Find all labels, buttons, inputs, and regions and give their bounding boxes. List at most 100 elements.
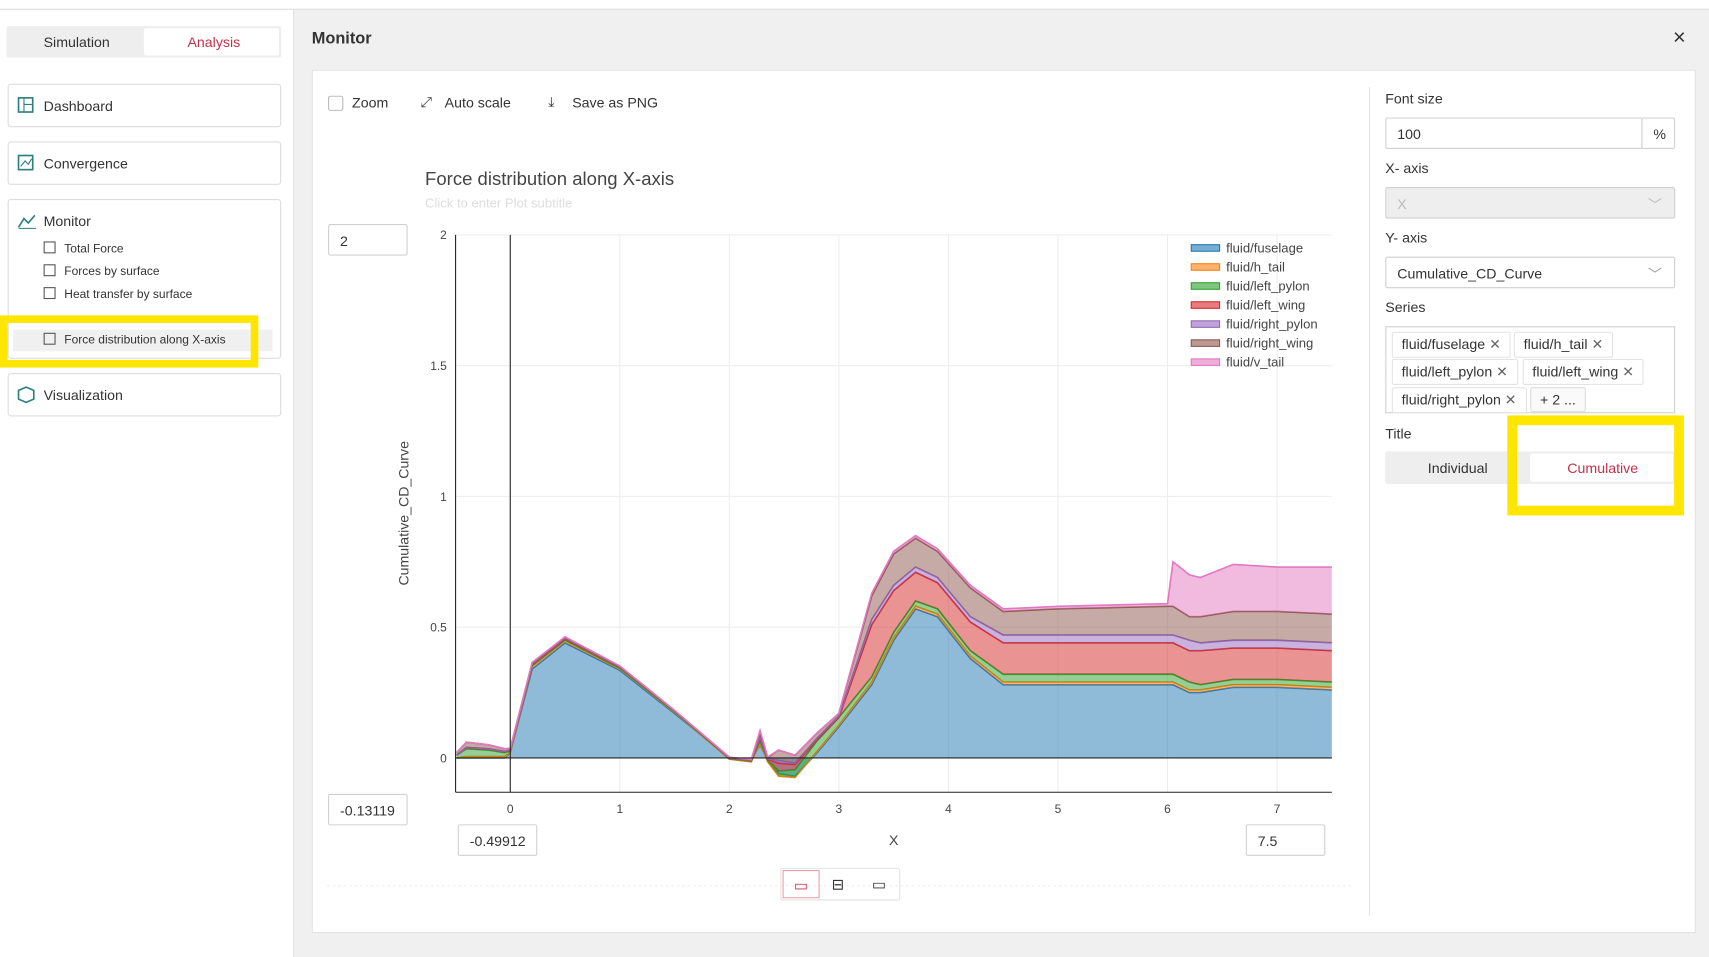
label: Title	[1385, 425, 1412, 442]
icon	[43, 264, 56, 277]
legend-label: fluid/fuselage	[1226, 240, 1303, 255]
series-tag-text: fluid/left_pylon	[1401, 363, 1493, 380]
remove-icon[interactable]: ✕	[1504, 391, 1517, 408]
nav-item[interactable]: Dashboard	[43, 97, 113, 115]
remove-icon[interactable]: ✕	[1591, 336, 1604, 353]
remove-icon[interactable]: ✕	[1489, 336, 1501, 353]
remove-icon[interactable]: ✕	[1622, 363, 1635, 380]
remove-icon[interactable]: ✕	[1496, 363, 1509, 380]
y-axis-select[interactable]: Cumulative_CD_Curve	[1385, 256, 1676, 289]
tab-active-bg	[143, 28, 280, 56]
series-tag[interactable]: fluid/left_wing ✕	[1522, 358, 1644, 385]
layout-button[interactable]: ⊟	[831, 875, 845, 893]
toggle-active	[1530, 453, 1673, 482]
area	[456, 572, 1332, 772]
nav-card[interactable]	[7, 141, 282, 185]
icon	[17, 154, 34, 171]
area	[456, 538, 1332, 764]
x-tick-label: 3	[836, 802, 843, 816]
sub-nav-item[interactable]: Total Force	[43, 241, 124, 256]
nav-card[interactable]	[7, 83, 282, 128]
sub-nav-text: Forces by surface	[64, 265, 160, 279]
sub-nav-text: Total Force	[64, 242, 124, 256]
series-tag[interactable]: fluid/fuselage ✕	[1391, 331, 1511, 358]
area	[456, 608, 1332, 777]
icon	[17, 214, 36, 229]
series-tag[interactable]: fluid/h_tail ✕	[1513, 331, 1614, 358]
label: X- axis	[1385, 159, 1429, 177]
legend-label: fluid/left_wing	[1226, 297, 1305, 312]
x-tick-label: 0	[507, 802, 514, 816]
y-tick-label: 0.5	[430, 621, 447, 635]
toolbar-item[interactable]: Auto scale	[444, 94, 511, 111]
sub-nav-item[interactable]: Heat transfer by surface	[43, 287, 193, 302]
legend-label: fluid/right_wing	[1226, 335, 1313, 350]
legend-swatch	[1190, 282, 1221, 290]
area	[456, 601, 1332, 778]
chevron: ﹀	[1647, 266, 1663, 283]
series-more[interactable]: + 2 ...	[1530, 387, 1586, 413]
label: Y- axis	[1385, 229, 1428, 246]
x-tick-label: 6	[1164, 802, 1171, 816]
label: Font size	[1385, 90, 1443, 107]
x-axis-select[interactable]: X	[1385, 187, 1676, 219]
series-select[interactable]	[1385, 326, 1676, 414]
series-tag-text: fluid/h_tail	[1523, 336, 1588, 353]
series-tag[interactable]: fluid/left_pylon ✕	[1391, 358, 1518, 385]
legend-label: fluid/v_tail	[1226, 355, 1284, 370]
sub-nav-text: Heat transfer by surface	[64, 288, 193, 302]
checkbox[interactable]	[328, 95, 344, 111]
sub-nav-item[interactable]: Force distribution along X-axis	[43, 332, 226, 347]
y-tick-label: 1	[440, 490, 447, 504]
legend-swatch	[1190, 339, 1221, 347]
divider	[1368, 87, 1371, 916]
series-tag[interactable]: fluid/right_pylon ✕	[1391, 387, 1527, 414]
x-tick-label: 2	[726, 802, 733, 816]
sub-nav-item[interactable]: Forces by surface	[43, 264, 160, 279]
series-tag-text: fluid/left_wing	[1532, 363, 1619, 380]
tab[interactable]: Simulation	[43, 33, 110, 51]
chart-title: Force distribution along X-axis	[425, 168, 674, 189]
toolbar-item[interactable]: Zoom	[352, 94, 389, 111]
sub-nav-text: Force distribution along X-axis	[64, 333, 226, 347]
label: Series	[1385, 299, 1426, 316]
series-tag-text: fluid/right_pylon	[1401, 391, 1501, 408]
nav-item[interactable]: Convergence	[43, 155, 128, 172]
rule	[326, 885, 1352, 887]
legend-label: fluid/h_tail	[1226, 259, 1285, 274]
toggle-option[interactable]: Individual	[1427, 460, 1488, 477]
highlight-box	[1507, 415, 1684, 516]
tab[interactable]: Analysis	[187, 33, 241, 51]
nav-card[interactable]	[7, 373, 282, 417]
icon: ⤓	[548, 93, 555, 110]
ymax-input[interactable]: 2	[328, 224, 408, 256]
chevron: ﹀	[1647, 196, 1663, 214]
ymin-input[interactable]: -0.13119	[328, 793, 408, 826]
legend-swatch	[1190, 263, 1221, 271]
legend-swatch	[1190, 320, 1221, 328]
layout-button[interactable]: ▭	[871, 875, 887, 893]
chart-subtitle[interactable]: Click to enter Plot subtitle	[425, 196, 572, 211]
toolbar-item[interactable]: Save as PNG	[572, 94, 659, 111]
xmax-input[interactable]: 7.5	[1245, 824, 1326, 856]
y-tick-label: 1.5	[430, 359, 447, 373]
y-axis-label: Cumulative_CD_Curve	[396, 441, 412, 586]
nav-selected-bg	[13, 329, 273, 352]
sidebar-border	[293, 8, 295, 957]
legend-label: fluid/left_pylon	[1226, 278, 1310, 293]
series-tag-text: fluid/fuselage	[1401, 336, 1486, 353]
highlight-box	[0, 315, 259, 368]
layout-button[interactable]: ▭	[782, 870, 820, 899]
nav-item[interactable]: Monitor	[43, 213, 91, 230]
nav-item[interactable]: Visualization	[43, 387, 123, 404]
font-size-input[interactable]: 100	[1385, 117, 1643, 149]
x-tick-label: 7	[1274, 802, 1281, 816]
y-tick-label: 0	[440, 751, 447, 765]
icon: ⤢	[420, 93, 433, 110]
xmin-input[interactable]: -0.49912	[457, 824, 538, 856]
unit: %	[1641, 117, 1676, 149]
close-button[interactable]: ×	[1672, 26, 1686, 51]
toggle-option[interactable]: Cumulative	[1567, 460, 1639, 477]
